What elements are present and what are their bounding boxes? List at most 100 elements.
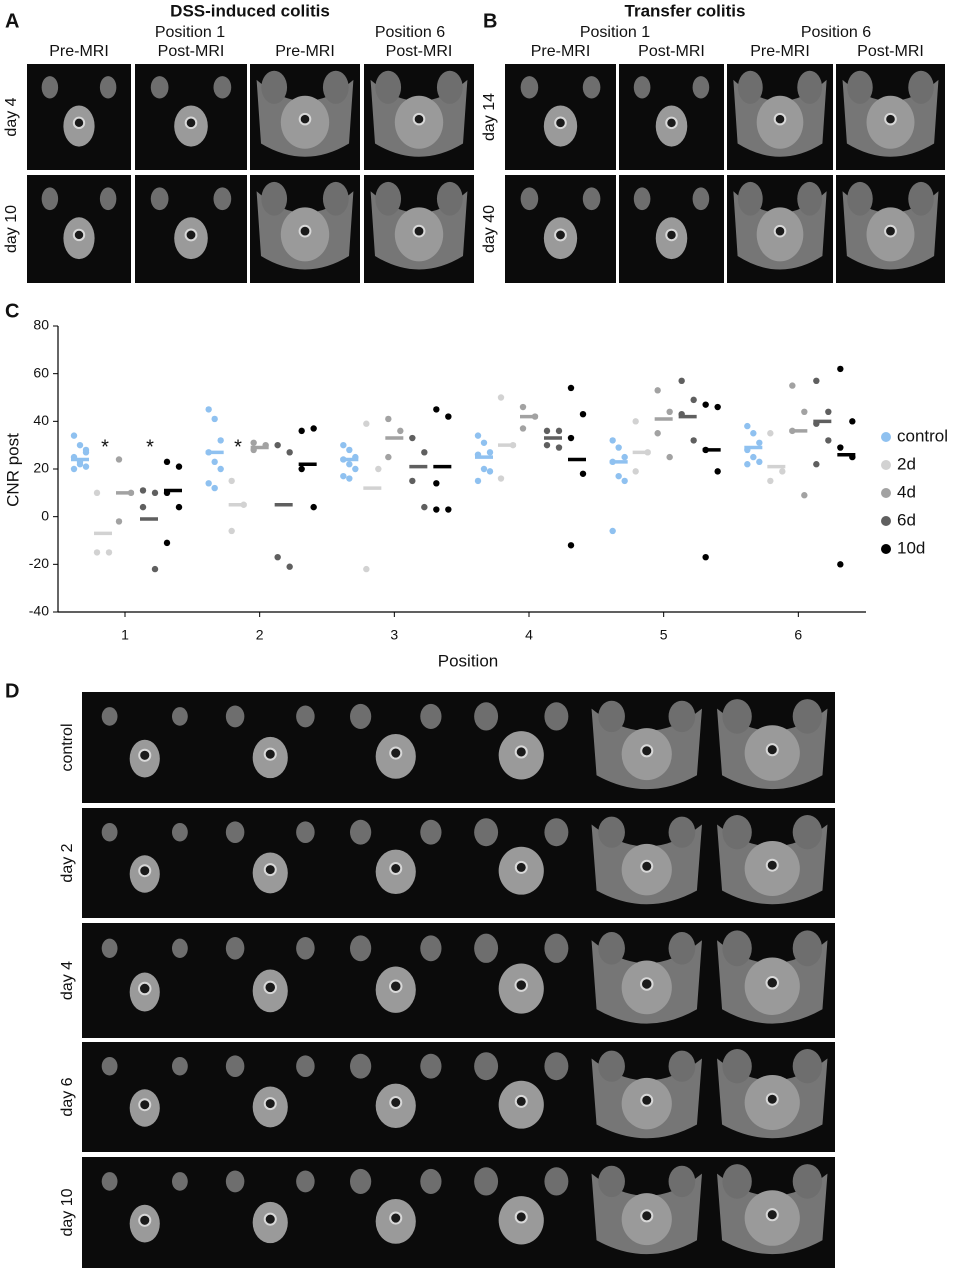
mri-image xyxy=(709,923,835,1038)
mri-leg xyxy=(349,1053,372,1079)
mri-leg xyxy=(261,181,288,216)
data-point xyxy=(497,394,505,401)
mri-leg xyxy=(633,187,651,211)
data-point xyxy=(151,489,159,497)
data-point xyxy=(363,565,370,573)
mri-colon xyxy=(72,116,86,130)
row-label: day 40 xyxy=(481,205,498,253)
data-point xyxy=(837,561,844,568)
panel-title: DSS-induced colitis xyxy=(170,1,330,20)
mri-leg xyxy=(420,935,442,962)
mri-leg xyxy=(520,76,539,99)
data-point xyxy=(621,453,628,461)
data-point xyxy=(139,487,147,494)
data-point xyxy=(115,518,123,525)
mri-leg xyxy=(908,70,934,104)
data-point xyxy=(163,458,171,466)
mri-colon xyxy=(389,1211,403,1225)
mri-leg xyxy=(436,181,463,216)
data-point xyxy=(385,415,392,423)
mri-colon xyxy=(765,858,779,872)
data-point xyxy=(813,461,820,468)
mri-leg xyxy=(99,187,117,211)
mri-leg xyxy=(737,70,763,104)
mri-image xyxy=(333,923,459,1038)
mri-colon xyxy=(514,978,528,992)
mri-image xyxy=(505,175,616,283)
mri-colon xyxy=(640,744,654,758)
data-point xyxy=(555,427,563,435)
mri-leg xyxy=(582,76,601,99)
data-point xyxy=(615,444,622,451)
mri-image xyxy=(836,64,945,170)
data-point xyxy=(340,441,347,449)
mri-colon xyxy=(184,228,198,242)
mri-leg xyxy=(668,700,696,733)
data-point xyxy=(801,492,808,499)
x-axis-label: Position xyxy=(438,651,498,670)
legend-marker xyxy=(881,516,891,526)
data-point xyxy=(70,465,78,473)
mri-colon xyxy=(184,116,198,130)
data-point xyxy=(567,384,575,392)
y-tick-label: 0 xyxy=(41,507,49,523)
mri-image xyxy=(27,175,131,283)
data-point xyxy=(480,439,488,446)
data-point xyxy=(779,468,786,475)
mri-image xyxy=(584,692,710,803)
data-point xyxy=(175,463,183,470)
mri-leg xyxy=(847,181,873,216)
data-point xyxy=(750,430,757,437)
mri-image xyxy=(82,1157,208,1268)
legend-label: 10d xyxy=(897,538,925,557)
data-point xyxy=(690,437,697,444)
data-point xyxy=(421,503,428,511)
data-point xyxy=(76,441,84,449)
data-point xyxy=(163,539,171,547)
data-point xyxy=(666,408,673,415)
mri-colon xyxy=(665,116,678,130)
row-label: day 4 xyxy=(3,97,20,136)
mri-leg xyxy=(668,1050,696,1082)
row-label: day 10 xyxy=(59,1188,76,1236)
data-point xyxy=(567,434,575,442)
y-tick-label: 20 xyxy=(33,460,49,476)
mri-image xyxy=(333,808,459,918)
data-point xyxy=(346,475,353,482)
data-point xyxy=(105,549,113,556)
data-point xyxy=(579,410,587,418)
mri-leg xyxy=(544,1167,569,1196)
y-tick-label: 80 xyxy=(33,317,49,333)
data-point xyxy=(767,430,774,437)
panel-title: Transfer colitis xyxy=(625,1,746,20)
data-point xyxy=(211,484,218,492)
data-point xyxy=(274,441,281,449)
data-point xyxy=(151,565,159,573)
data-point xyxy=(497,475,505,482)
mri-image xyxy=(584,923,710,1038)
data-point xyxy=(93,549,101,556)
mri-image xyxy=(364,175,474,283)
data-point xyxy=(654,430,661,437)
data-point xyxy=(298,465,305,473)
mri-colon xyxy=(640,977,654,991)
mri-colon xyxy=(773,112,787,126)
mri-colon xyxy=(765,1092,779,1106)
mri-leg xyxy=(101,1056,118,1076)
legend-label: 4d xyxy=(897,482,916,501)
y-tick-label: -40 xyxy=(29,603,49,619)
data-point xyxy=(205,406,212,413)
data-point xyxy=(228,477,235,485)
mri-leg xyxy=(598,932,625,965)
mri-leg xyxy=(436,70,463,104)
data-point xyxy=(756,439,763,446)
mri-leg xyxy=(544,1052,569,1081)
legend-label: 6d xyxy=(897,510,916,529)
row-label: day 10 xyxy=(3,205,20,253)
panel-label: D xyxy=(5,680,19,702)
mri-colon xyxy=(554,228,567,242)
mri-leg xyxy=(792,1049,823,1084)
mri-colon xyxy=(554,116,567,130)
mri-image xyxy=(458,923,584,1038)
data-point xyxy=(825,437,832,444)
